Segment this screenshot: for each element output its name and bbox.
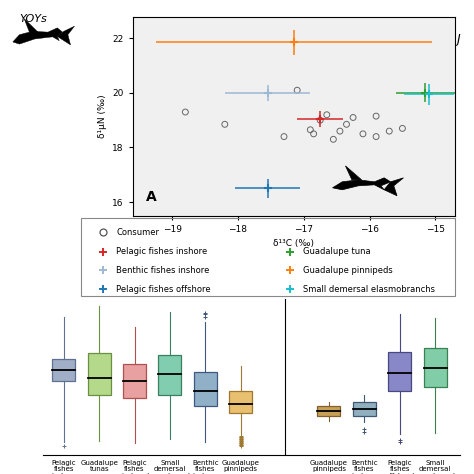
- Polygon shape: [346, 166, 362, 180]
- Point: [293, 86, 301, 94]
- Point: [399, 125, 406, 132]
- Bar: [388, 352, 411, 391]
- Text: J: J: [456, 33, 460, 46]
- Point: [372, 112, 380, 120]
- Point: [307, 126, 314, 134]
- Bar: [318, 406, 340, 416]
- Point: [310, 130, 318, 137]
- Point: [329, 136, 337, 143]
- Text: Benthic fishes inshore: Benthic fishes inshore: [116, 266, 210, 275]
- Polygon shape: [333, 178, 391, 190]
- Point: [221, 120, 228, 128]
- Bar: [424, 348, 447, 387]
- Text: YOYs: YOYs: [19, 14, 47, 24]
- Point: [323, 111, 330, 118]
- Bar: [53, 359, 75, 381]
- Point: [317, 117, 324, 124]
- Text: Pelagic fishes inshore: Pelagic fishes inshore: [116, 247, 208, 256]
- Bar: [158, 355, 182, 395]
- Polygon shape: [384, 178, 403, 196]
- Bar: [88, 354, 111, 395]
- Bar: [353, 402, 376, 416]
- Y-axis label: δ¹µN (‰): δ¹µN (‰): [98, 94, 107, 138]
- Text: Guadalupe tuna: Guadalupe tuna: [303, 247, 371, 256]
- Text: Guadalupe pinnipeds: Guadalupe pinnipeds: [303, 266, 393, 275]
- Bar: [229, 391, 252, 413]
- Text: A: A: [146, 190, 156, 204]
- Point: [359, 130, 367, 137]
- Point: [343, 120, 350, 128]
- Polygon shape: [13, 28, 63, 44]
- Point: [182, 108, 189, 116]
- Point: [336, 128, 344, 135]
- Bar: [194, 372, 217, 406]
- Bar: [123, 364, 146, 398]
- Point: [385, 128, 393, 135]
- Polygon shape: [24, 18, 38, 32]
- X-axis label: δ¹³C (‰): δ¹³C (‰): [273, 239, 314, 248]
- Polygon shape: [57, 26, 74, 45]
- Point: [280, 133, 288, 140]
- Point: [372, 133, 380, 140]
- Text: Pelagic fishes offshore: Pelagic fishes offshore: [116, 285, 211, 294]
- Text: Small demersal elasmobranchs: Small demersal elasmobranchs: [303, 285, 436, 294]
- Point: [349, 114, 357, 121]
- Text: Consumer: Consumer: [116, 228, 159, 237]
